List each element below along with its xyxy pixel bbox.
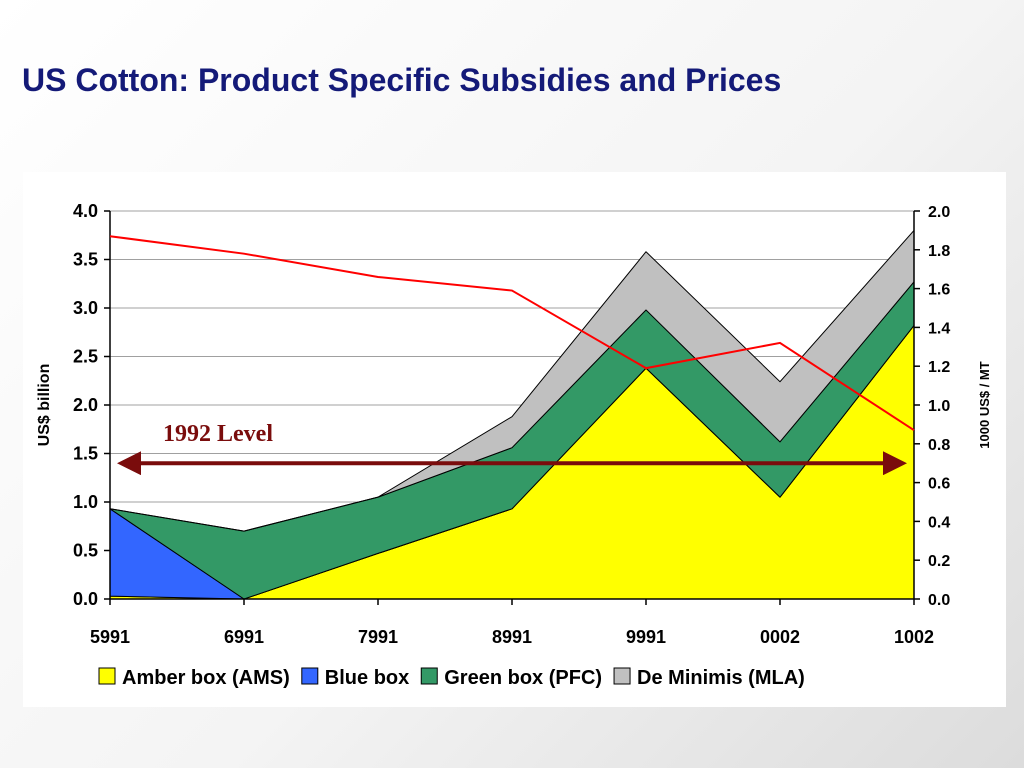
chart-svg: 1992 Level 0.00.51.01.52.02.53.03.54.00.… bbox=[36, 201, 992, 689]
right-tick-label: 0.2 bbox=[928, 553, 950, 570]
legend-label: Green box (PFC) bbox=[444, 667, 602, 689]
left-tick-label: 0.5 bbox=[73, 541, 98, 561]
x-tick-label: 1002 bbox=[894, 627, 934, 647]
right-tick-label: 0.6 bbox=[928, 476, 950, 493]
right-tick-label: 1.6 bbox=[928, 282, 950, 299]
price-line bbox=[109, 235, 915, 432]
reference-label: 1992 Level bbox=[163, 421, 273, 447]
axes-layer bbox=[104, 210, 920, 605]
legend-swatch bbox=[301, 667, 319, 685]
x-tick-label: 6991 bbox=[224, 627, 264, 647]
legend-layer: Amber box (AMS) Blue box Green box (PFC) De… bbox=[98, 667, 805, 689]
left-tick-label: 3.5 bbox=[73, 250, 98, 270]
right-tick-label: 1.8 bbox=[928, 243, 950, 260]
x-tick-label: 8991 bbox=[492, 627, 532, 647]
legend-label: De Minimis (MLA) bbox=[637, 667, 805, 689]
right-tick-label: 0.4 bbox=[928, 514, 950, 531]
chart-panel: 1992 Level 0.0 0.5 1.0 1.5 2.0 2.5 3.0 3.5 4.0 0.… bbox=[23, 172, 1006, 707]
left-tick-label: 4.0 bbox=[73, 201, 98, 221]
slide-title: US Cotton: Product Specific Subsidies an… bbox=[22, 62, 782, 98]
right-tick-label: 1.0 bbox=[928, 398, 950, 415]
right-tick-label: 0.0 bbox=[928, 592, 950, 609]
line-layer bbox=[109, 235, 915, 432]
label-layer: 0.0 0.5 1.0 1.5 2.0 2.5 3.0 3.5 4.0 0.0 0.2 0.4 0.6 0… bbox=[36, 201, 992, 647]
area-layer bbox=[109, 229, 915, 600]
legend-label: Amber box (AMS) bbox=[122, 667, 290, 689]
legend-label: Blue box bbox=[325, 667, 409, 689]
x-tick-label: 7991 bbox=[358, 627, 398, 647]
x-tick-label: 5991 bbox=[90, 627, 130, 647]
left-axis-title: US$ billion bbox=[36, 364, 53, 447]
left-tick-label: 0.0 bbox=[73, 589, 98, 609]
left-tick-label: 3.0 bbox=[73, 298, 98, 318]
right-axis-title: 1000 US$ / MT bbox=[977, 361, 992, 448]
x-tick-label: 0002 bbox=[760, 627, 800, 647]
right-tick-label: 0.8 bbox=[928, 437, 950, 454]
right-tick-label: 1.4 bbox=[928, 320, 950, 337]
legend-swatch bbox=[613, 667, 631, 685]
left-tick-label: 2.5 bbox=[73, 347, 98, 367]
left-tick-label: 1.5 bbox=[73, 444, 98, 464]
right-tick-label: 1.2 bbox=[928, 359, 950, 376]
right-tick-label: 2.0 bbox=[928, 204, 950, 221]
legend-swatch bbox=[98, 667, 116, 685]
left-tick-label: 1.0 bbox=[73, 492, 98, 512]
legend-swatch bbox=[420, 667, 438, 685]
x-tick-label: 9991 bbox=[626, 627, 666, 647]
reference-layer: 1992 Level bbox=[117, 421, 907, 476]
left-tick-label: 2.0 bbox=[73, 395, 98, 415]
